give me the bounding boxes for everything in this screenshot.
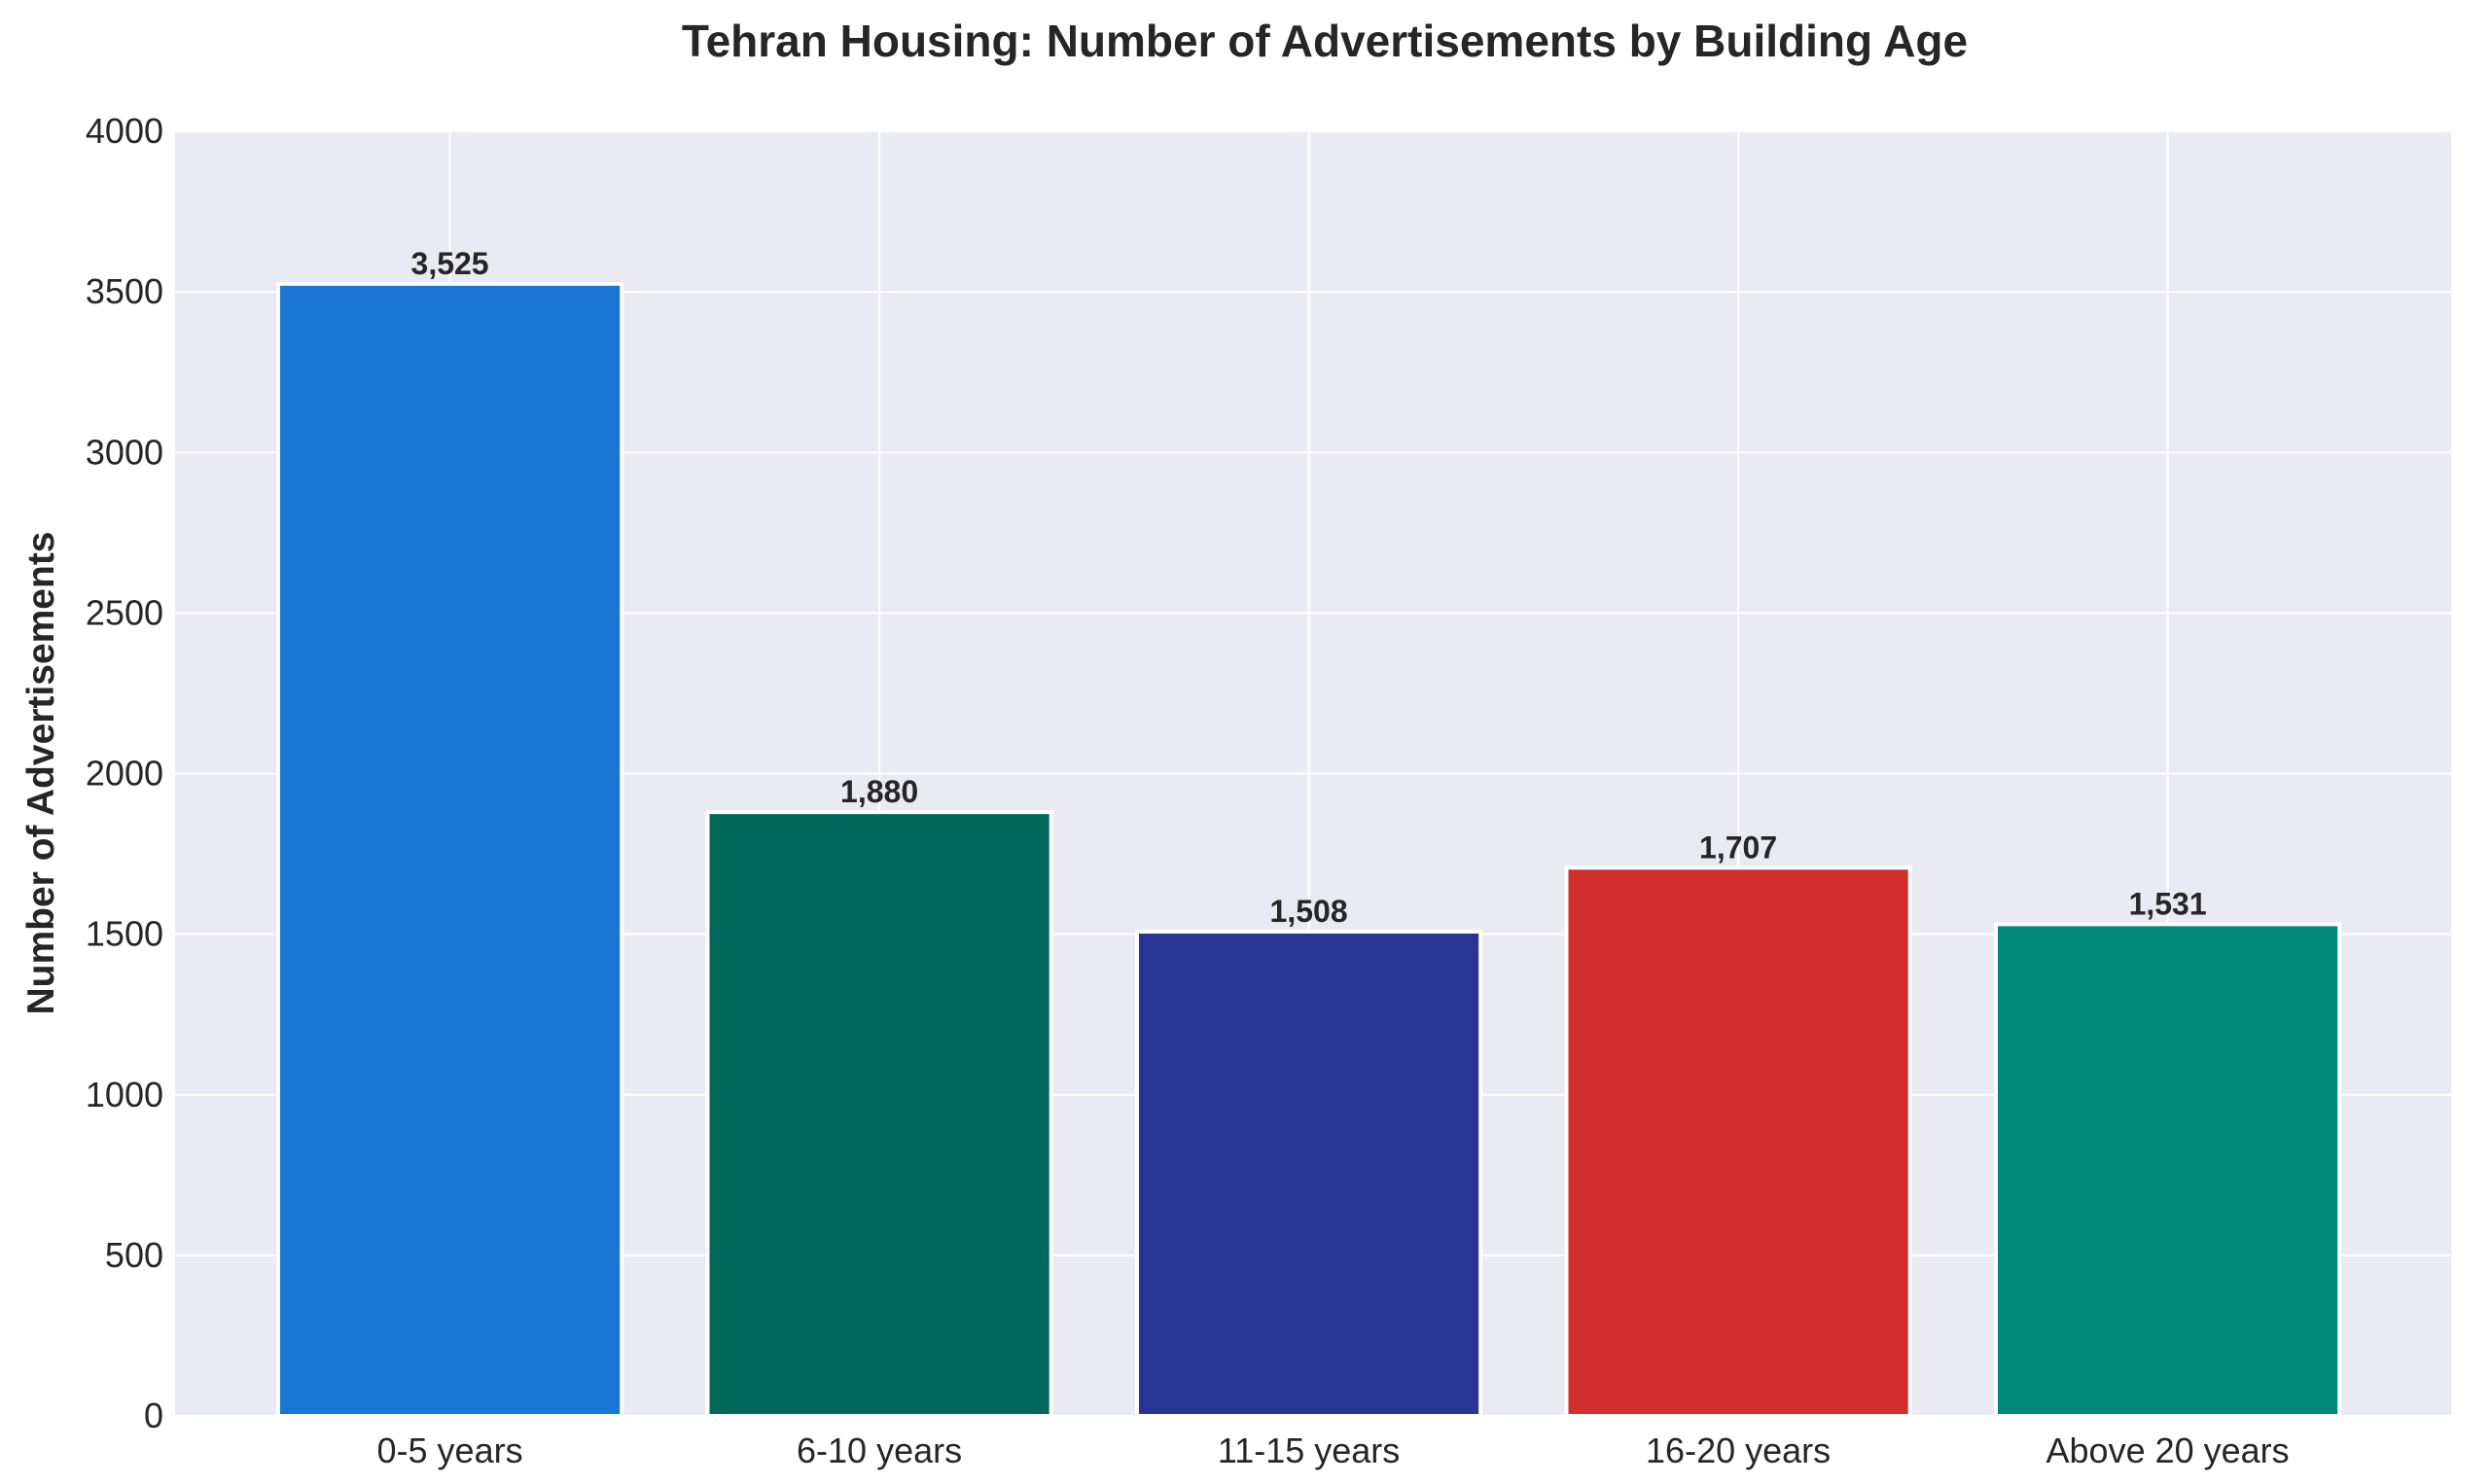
y-tick-label: 2500 (86, 592, 163, 632)
data-label: 1,531 (2129, 886, 2207, 921)
data-label: 1,880 (840, 774, 918, 809)
x-tick-label: 16-20 years (1646, 1431, 1831, 1470)
y-tick-label: 500 (105, 1235, 163, 1275)
y-tick-label: 4000 (86, 111, 163, 151)
data-label: 1,707 (1699, 830, 1777, 865)
y-tick-label: 2000 (86, 754, 163, 794)
bar (1994, 922, 2342, 1419)
bar (1134, 929, 1483, 1418)
plot-area: 0 500 1000 1500 2000 2500 3000 3500 4000 3,525 0-5… (86, 111, 2451, 1470)
x-tick-label: 6-10 years (797, 1431, 962, 1470)
chart-title: Tehran Housing: Number of Advertisements… (682, 16, 1968, 66)
bar (705, 810, 1053, 1418)
y-tick-label: 1500 (86, 914, 163, 954)
x-tick-label: Above 20 years (2046, 1431, 2290, 1470)
y-tick-label: 0 (144, 1396, 163, 1435)
bar (275, 281, 624, 1418)
y-tick-label: 3000 (86, 432, 163, 472)
x-tick-label: 11-15 years (1218, 1431, 1400, 1470)
data-label: 1,508 (1270, 894, 1348, 929)
y-tick-label: 3500 (86, 271, 163, 311)
bar (1564, 866, 1912, 1418)
data-label: 3,525 (411, 246, 489, 281)
y-tick-label: 1000 (86, 1075, 163, 1114)
x-tick-label: 0-5 years (377, 1431, 523, 1470)
y-axis-label: Number of Advertisements (20, 531, 62, 1014)
